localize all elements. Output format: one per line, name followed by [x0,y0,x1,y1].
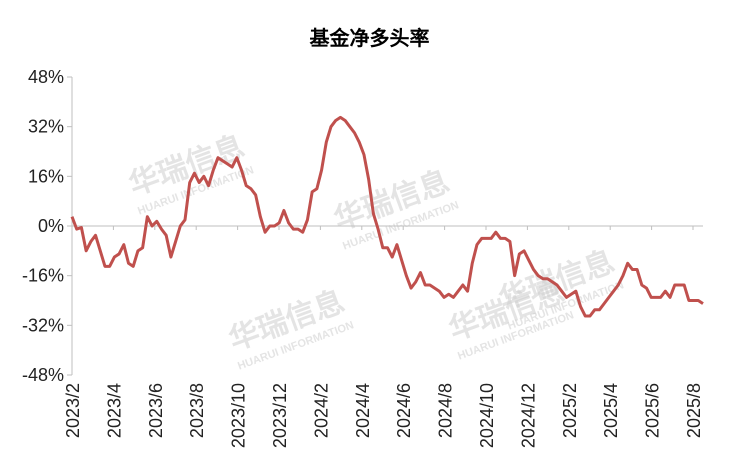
x-tick-label: 2025/6 [643,383,663,438]
x-tick-label: 2024/10 [477,383,497,448]
x-tick-label: 2023/6 [146,383,166,438]
y-tick-label: 0% [38,216,64,236]
y-tick-label: -48% [22,365,64,385]
x-tick-label: 2023/4 [104,383,124,438]
y-tick-label: 32% [28,117,64,137]
series-layer [70,115,704,318]
series-line [70,115,704,318]
y-tick-label: 16% [28,166,64,186]
x-tick-label: 2024/8 [436,383,456,438]
x-tick-label: 2025/4 [601,383,621,438]
x-tick-label: 2025/2 [560,383,580,438]
x-tick-label: 2024/4 [353,383,373,438]
x-tick-label: 2025/8 [684,383,704,438]
y-tick-label: -32% [22,315,64,335]
y-tick-label: -16% [22,266,64,286]
chart-title: 基金净多头率 [309,26,430,50]
x-tick-label: 2023/12 [270,383,290,448]
x-tick-label: 2024/2 [311,383,331,438]
x-tick-label: 2024/6 [394,383,414,438]
labels-layer: 48% 32% 16% 0% -16% -32% -48%2023/2 2023/4 2023/… [22,67,704,448]
y-tick-label: 48% [28,67,64,87]
x-tick-label: 2023/2 [63,383,83,438]
x-tick-label: 2023/8 [187,383,207,438]
axes-layer [67,76,703,376]
x-tick-label: 2024/12 [518,383,538,448]
x-tick-label: 2023/10 [229,383,249,448]
